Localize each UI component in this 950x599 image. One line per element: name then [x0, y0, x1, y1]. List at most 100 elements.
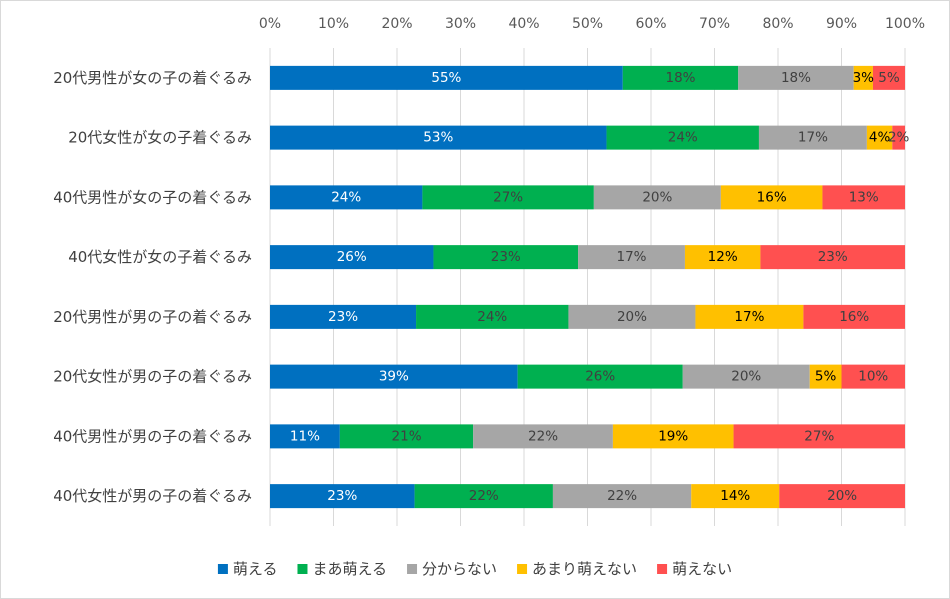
category-label: 20代男性が女の子の着ぐるみ	[53, 69, 252, 87]
bar-segment	[552, 484, 692, 509]
x-tick-label: 20%	[381, 16, 412, 32]
data-label: 16%	[839, 309, 869, 325]
data-label: 17%	[798, 130, 828, 146]
bar-segment	[892, 125, 905, 150]
bar-segment	[691, 484, 780, 509]
x-tick-label: 80%	[762, 16, 793, 32]
bar-segment	[473, 424, 613, 449]
gridlines	[269, 48, 906, 526]
x-tick-label: 40%	[508, 16, 539, 32]
bar-segment	[760, 245, 905, 270]
data-label: 23%	[818, 249, 848, 265]
data-label: 27%	[493, 189, 523, 205]
bar-segment	[866, 125, 893, 150]
data-label: 23%	[327, 488, 357, 504]
bar-segment	[270, 65, 623, 90]
data-label: 39%	[379, 369, 409, 385]
legend-swatch	[217, 564, 228, 574]
data-labels: 55% 18% 18% 3% 5%53% 24% 17% 4%2%24% 27% 20% 16% 13…	[290, 70, 910, 504]
bar-segment	[606, 125, 759, 150]
bar-segment	[695, 304, 804, 329]
data-label: 20%	[731, 369, 761, 385]
x-tick-label: 10%	[318, 16, 349, 32]
data-label: 5%	[815, 369, 837, 385]
data-label: 20%	[617, 309, 647, 325]
x-tick-label: 50%	[572, 16, 603, 32]
data-label: 23%	[491, 249, 521, 265]
data-label: 26%	[337, 249, 367, 265]
bar-segment	[414, 484, 553, 509]
bar-segment	[779, 484, 905, 509]
legend-swatch	[297, 564, 308, 574]
x-tick-label: 30%	[445, 16, 476, 32]
bar-segment	[270, 245, 434, 270]
data-label: 11%	[290, 428, 320, 444]
data-label: 20%	[827, 488, 857, 504]
bar-segment	[422, 185, 594, 210]
data-label: 24%	[477, 309, 507, 325]
bar-segment	[593, 185, 721, 210]
bar-segment	[270, 304, 417, 329]
data-label: 12%	[708, 249, 738, 265]
data-label: 27%	[804, 428, 834, 444]
data-label: 17%	[734, 309, 764, 325]
data-label: 3%	[853, 70, 875, 86]
data-label: 16%	[757, 189, 787, 205]
data-label: 19%	[658, 428, 688, 444]
category-label: 40代女性が男の子の着ぐるみ	[53, 487, 252, 505]
data-label: 55%	[431, 70, 461, 86]
data-label: 2%	[888, 130, 910, 146]
bar-segment	[578, 245, 685, 270]
x-tick-label: 60%	[635, 16, 666, 32]
legend: 萌える まあ萌える 分からない あまり萌えない 萌えない	[217, 560, 732, 578]
bar-segment	[803, 304, 905, 329]
bar-segment	[568, 304, 696, 329]
legend-swatch	[517, 564, 528, 574]
bar-segment	[622, 65, 739, 90]
bar-segment	[339, 424, 474, 449]
bar-segment	[733, 424, 905, 449]
bar-segment	[853, 65, 873, 90]
category-label: 40代女性が女の子着ぐるみ	[68, 248, 252, 266]
x-axis-ticks: 0% 10% 20% 30% 40% 50% 60% 70% 80% 90% 100%	[259, 16, 925, 32]
bar-segment	[841, 364, 905, 389]
x-tick-label: 90%	[826, 16, 857, 32]
x-tick-label: 0%	[259, 16, 281, 32]
bar-segment	[682, 364, 810, 389]
category-label: 20代女性が男の子の着ぐるみ	[53, 368, 252, 386]
bar-segment	[270, 125, 607, 150]
data-label: 18%	[665, 70, 695, 86]
bar-segment	[822, 185, 905, 210]
category-label: 40代男性が男の子の着ぐるみ	[53, 427, 252, 445]
bar-segment	[809, 364, 842, 389]
bar-segment	[872, 65, 905, 90]
y-axis-categories: 20代男性が女の子の着ぐるみ 20代女性が女の子着ぐるみ 40代男性が女の子の着ぐる…	[53, 69, 252, 505]
bar-segment	[738, 65, 854, 90]
data-label: 4%	[869, 130, 891, 146]
bar-segment	[433, 245, 579, 270]
data-label: 14%	[720, 488, 750, 504]
legend-label: あまり萌えない	[532, 560, 637, 578]
data-label: 13%	[849, 189, 879, 205]
data-label: 18%	[781, 70, 811, 86]
bar-segment	[270, 185, 423, 210]
x-tick-label: 100%	[885, 16, 925, 32]
data-label: 53%	[423, 130, 453, 146]
data-label: 20%	[642, 189, 672, 205]
legend-swatch	[657, 564, 668, 574]
category-label: 20代女性が女の子着ぐるみ	[68, 129, 252, 147]
category-label: 20代男性が男の子の着ぐるみ	[53, 308, 252, 326]
x-tick-label: 70%	[699, 16, 730, 32]
data-label: 26%	[585, 369, 615, 385]
data-label: 10%	[858, 369, 888, 385]
bar-segment	[612, 424, 734, 449]
data-label: 23%	[328, 309, 358, 325]
bar-segment	[416, 304, 569, 329]
legend-label: 萌えない	[672, 560, 732, 578]
bar-segment	[720, 185, 823, 210]
legend-label: 分からない	[422, 560, 497, 578]
category-label: 40代男性が女の子の着ぐるみ	[53, 188, 252, 206]
bar-segment	[758, 125, 867, 150]
